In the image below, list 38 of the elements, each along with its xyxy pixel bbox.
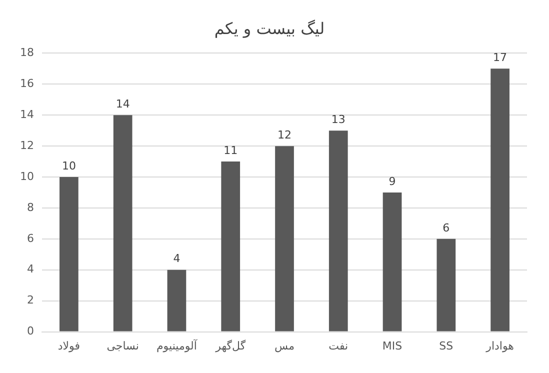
data-label: 11 [224,144,238,157]
y-tick-label: 0 [26,324,34,338]
x-tick-label: فولاد [58,339,80,352]
y-tick-label: 8 [26,200,34,214]
data-label: 12 [278,128,292,142]
y-tick-label: 16 [20,77,34,90]
bar [436,238,456,332]
chart-title: لیگ بیست و یکم [214,18,325,38]
bar [382,192,402,332]
data-label: 10 [62,159,76,172]
y-tick-label: 10 [20,170,34,183]
x-tick-label: نساجی [106,339,139,352]
y-tick-label: 14 [20,108,34,121]
x-tick-label: آلومینیوم [156,338,198,352]
y-tick-label: 4 [26,262,34,276]
x-tick-label: نفت [328,339,348,352]
data-label: 17 [493,51,508,64]
bar [490,68,510,332]
bar [167,270,186,332]
bar [328,130,348,332]
y-tick-label: 2 [26,294,34,307]
x-tick-label: گل‌گهر [214,339,246,352]
x-tick-label: مس [274,339,295,352]
data-label: 4 [173,252,180,266]
bar [221,162,240,332]
bar [60,177,78,332]
data-label: 13 [331,112,346,126]
y-tick-label: 18 [20,46,34,60]
bar [113,115,132,332]
data-label: 9 [388,174,396,188]
bar [275,146,294,332]
y-tick-label: 6 [26,232,34,245]
x-tick-label: MIS [382,339,402,352]
x-tick-label: SS [439,339,454,352]
x-tick-label: هوادار [485,339,514,352]
data-label: 6 [442,221,450,234]
data-label: 14 [116,97,130,110]
y-tick-label: 12 [20,138,34,152]
